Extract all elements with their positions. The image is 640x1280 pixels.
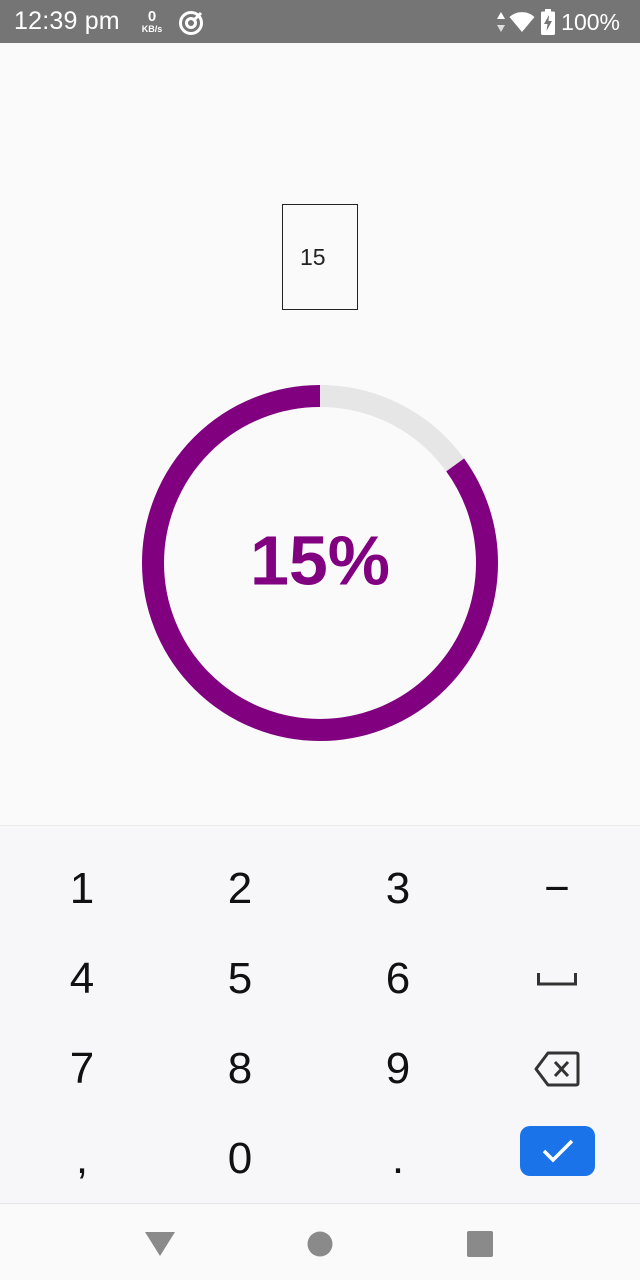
key-5[interactable]: 5: [227, 954, 253, 1003]
key-backspace[interactable]: [477, 1024, 637, 1114]
checkmark-icon: [542, 1139, 573, 1163]
space-icon: [537, 973, 577, 986]
wifi-icon: [509, 11, 535, 33]
home-icon[interactable]: [300, 1224, 340, 1264]
key-0[interactable]: 0: [227, 1134, 253, 1183]
battery-percent: 100%: [561, 8, 620, 35]
key-6[interactable]: 6: [385, 954, 411, 1003]
done-button[interactable]: [520, 1126, 595, 1176]
key-comma[interactable]: ,: [75, 1134, 89, 1183]
key-9[interactable]: 9: [385, 1044, 411, 1093]
key-2[interactable]: 2: [227, 864, 253, 913]
key-1[interactable]: 1: [69, 864, 95, 913]
battery-charging-icon: [541, 9, 556, 35]
status-time: 12:39 pm: [14, 7, 120, 35]
key-3[interactable]: 3: [385, 864, 411, 913]
data-arrows-icon: [496, 11, 506, 33]
key-space[interactable]: [477, 934, 637, 1024]
key-period[interactable]: .: [391, 1134, 405, 1183]
numeric-keyboard: 1 2 3 − 4 5 6 7 8 9 , 0 .: [0, 825, 640, 1203]
main-content: 15%: [0, 43, 640, 825]
back-icon[interactable]: [140, 1224, 180, 1264]
percent-input[interactable]: [282, 204, 358, 310]
navigation-bar: [0, 1203, 640, 1280]
recents-icon[interactable]: [460, 1224, 500, 1264]
key-minus[interactable]: −: [544, 864, 570, 913]
key-8[interactable]: 8: [227, 1044, 253, 1093]
network-speed-unit: KB/s: [141, 24, 163, 34]
status-bar: 12:39 pm 0 KB/s: [0, 0, 640, 43]
key-4[interactable]: 4: [69, 954, 95, 1003]
progress-ring: 15%: [142, 385, 498, 741]
progress-label: 15%: [250, 521, 390, 599]
network-speed: 0 KB/s: [137, 9, 167, 34]
network-speed-value: 0: [147, 8, 157, 25]
progress-fill: [142, 385, 498, 741]
backspace-icon: [534, 1051, 580, 1087]
vpn-icon: [178, 10, 204, 41]
status-right-group: 100%: [496, 8, 620, 36]
key-7[interactable]: 7: [69, 1044, 95, 1093]
